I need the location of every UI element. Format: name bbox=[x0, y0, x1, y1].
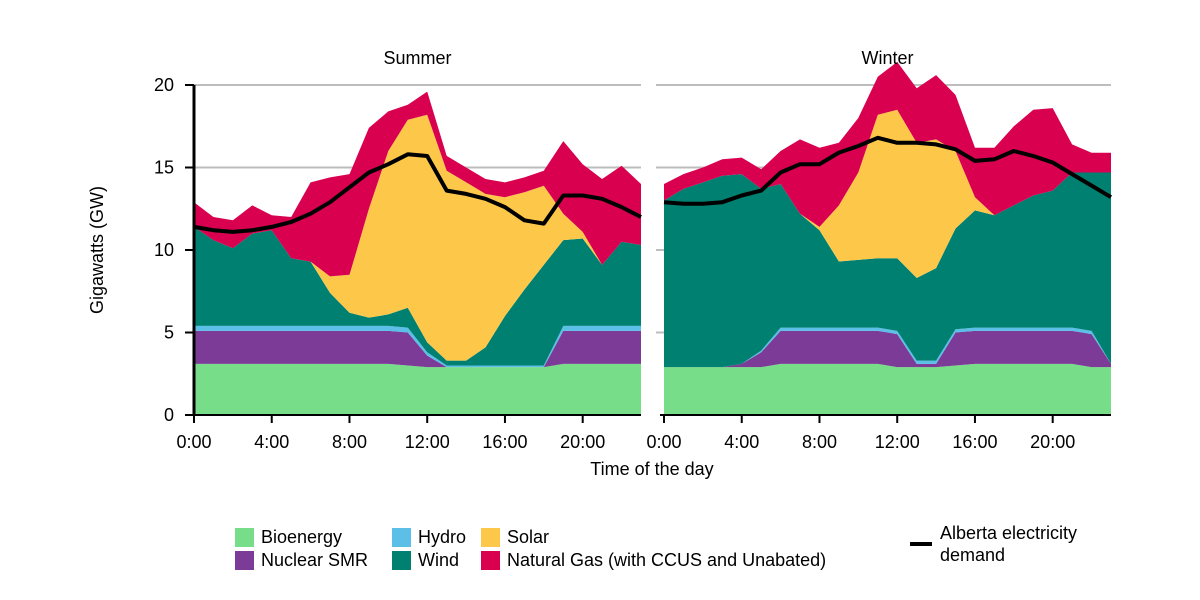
x-tick-label: 4:00 bbox=[724, 432, 759, 452]
area-nuc-summer bbox=[194, 330, 641, 368]
area-solar-summer bbox=[194, 114, 641, 361]
legend-item-solar: Solar bbox=[481, 527, 549, 548]
x-axis-label: Time of the day bbox=[590, 459, 713, 479]
y-tick-label: 15 bbox=[154, 158, 174, 178]
legend-label-hydro: Hydro bbox=[418, 527, 467, 547]
legend-label-bioenergy: Bioenergy bbox=[261, 527, 343, 547]
demand-line-winter bbox=[663, 135, 1113, 206]
y-tick-label: 20 bbox=[154, 75, 174, 95]
y-tick-label: 0 bbox=[164, 405, 174, 425]
area-wind-winter bbox=[664, 172, 1111, 368]
x-tick-label: 16:00 bbox=[482, 432, 527, 452]
panel-title-summer: Summer bbox=[383, 48, 451, 68]
legend-label-demand: Alberta electricity demand bbox=[940, 523, 1078, 565]
area-wind-summer bbox=[194, 226, 641, 366]
legend-label-nuclear: Nuclear SMR bbox=[261, 550, 369, 570]
legend-label-wind: Wind bbox=[418, 550, 460, 570]
legend-label-solar: Solar bbox=[507, 527, 550, 547]
legend-swatch-bioenergy bbox=[235, 528, 254, 547]
area-gas-summer bbox=[194, 91, 641, 277]
legend-item-hydro: Hydro bbox=[392, 527, 466, 548]
y-axis-label: Gigawatts (GW) bbox=[87, 186, 107, 314]
legend-item-natural-gas: Natural Gas (with CCUS and Unabated) bbox=[481, 550, 826, 571]
area-bio-winter bbox=[664, 363, 1111, 415]
x-tick-label: 16:00 bbox=[952, 432, 997, 452]
x-tick-label: 0:00 bbox=[646, 432, 681, 452]
legend-item-wind: Wind bbox=[392, 550, 459, 571]
chart-panels: 0:00 4:00 8:00 12:00 16:00 20:00 0 5 10 15 20 Summe… bbox=[154, 48, 1113, 452]
x-tick-label: 12:00 bbox=[405, 432, 450, 452]
area-gas-winter bbox=[664, 61, 1111, 227]
legend-item-nuclear: Nuclear SMR bbox=[235, 550, 368, 571]
legend-swatch-wind bbox=[392, 551, 411, 570]
demand-line-summer bbox=[193, 152, 642, 234]
panel-winter: 0:00 4:00 8:00 12:00 16:00 20:00 Winter bbox=[646, 48, 1113, 452]
area-solar-winter bbox=[664, 109, 1111, 278]
x-tick-label: 4:00 bbox=[254, 432, 289, 452]
area-nuc-winter bbox=[664, 330, 1111, 368]
x-tick-label: 20:00 bbox=[1030, 432, 1075, 452]
legend-line-demand bbox=[910, 542, 932, 546]
y-tick-label: 5 bbox=[164, 323, 174, 343]
legend-item-demand: Alberta electricity demand bbox=[910, 522, 1125, 566]
panel-title-winter: Winter bbox=[861, 48, 913, 68]
x-tick-label: 0:00 bbox=[176, 432, 211, 452]
area-hydro-summer bbox=[194, 325, 641, 368]
x-tick-label: 20:00 bbox=[560, 432, 605, 452]
legend-swatch-solar bbox=[481, 528, 500, 547]
area-bio-summer bbox=[194, 363, 641, 415]
x-tick-label: 12:00 bbox=[875, 432, 920, 452]
y-tick-label: 10 bbox=[154, 240, 174, 260]
x-tick-label: 8:00 bbox=[332, 432, 367, 452]
legend-item-bioenergy: Bioenergy bbox=[235, 527, 342, 548]
panel-summer: 0:00 4:00 8:00 12:00 16:00 20:00 0 5 10 15 20 Summe… bbox=[154, 48, 642, 452]
x-tick-label: 8:00 bbox=[802, 432, 837, 452]
legend-swatch-nuclear bbox=[235, 551, 254, 570]
legend-swatch-natural-gas bbox=[481, 551, 500, 570]
legend-swatch-hydro bbox=[392, 528, 411, 547]
legend-label-natural-gas: Natural Gas (with CCUS and Unabated) bbox=[507, 550, 827, 570]
